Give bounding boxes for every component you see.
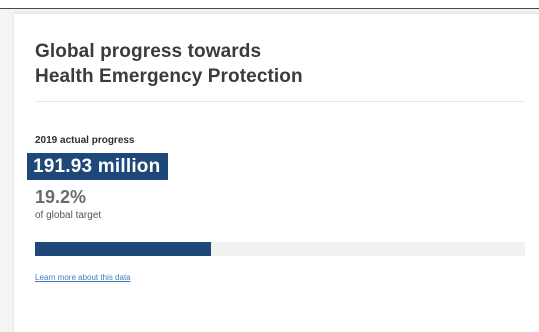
top-rule — [0, 0, 539, 9]
learn-more-link[interactable]: Learn more about this data — [35, 273, 131, 282]
progress-value-badge: 191.93 million — [27, 153, 169, 180]
card-title: Global progress towards Health Emergency… — [35, 39, 505, 89]
card-title-line-1: Global progress towards — [35, 41, 262, 62]
progress-bar-fill — [35, 242, 211, 256]
left-gutter — [0, 9, 14, 332]
percent-value: 19.2% — [35, 187, 87, 207]
percent-caption: of global target — [35, 210, 102, 221]
card-title-line-2: Health Emergency Protection — [35, 66, 303, 87]
progress-label: 2019 actual progress — [35, 135, 135, 146]
progress-bar-track — [35, 242, 525, 256]
title-divider — [35, 101, 525, 102]
